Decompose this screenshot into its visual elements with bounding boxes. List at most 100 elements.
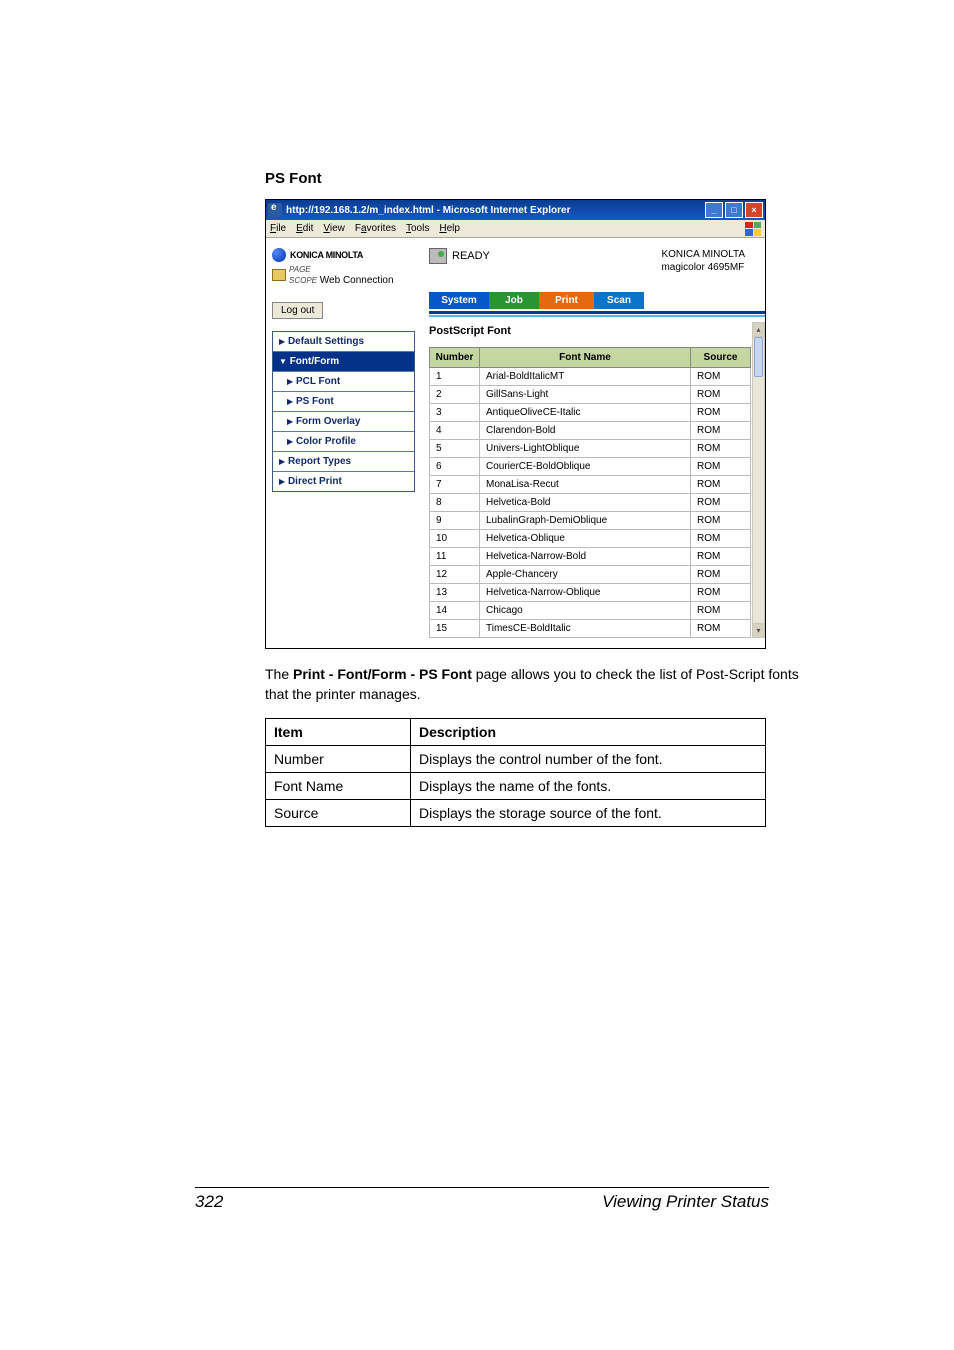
table-row: 4Clarendon-BoldROM — [430, 422, 751, 440]
page-number: 322 — [195, 1192, 223, 1212]
cell-source: ROM — [691, 548, 751, 566]
cell-source: ROM — [691, 494, 751, 512]
scroll-down-button[interactable]: ▾ — [753, 623, 764, 637]
close-button[interactable]: × — [745, 202, 763, 218]
cell-number: 9 — [430, 512, 480, 530]
footer-title: Viewing Printer Status — [602, 1192, 769, 1212]
table-row: Font NameDisplays the name of the fonts. — [266, 773, 766, 800]
minimize-button[interactable]: _ — [705, 202, 723, 218]
menu-edit[interactable]: Edit — [296, 223, 313, 234]
menu-view[interactable]: View — [323, 223, 345, 234]
sidebar-default-settings[interactable]: ▶ Default Settings — [273, 332, 414, 352]
menu-help[interactable]: Help — [439, 223, 460, 234]
cell-source: ROM — [691, 440, 751, 458]
font-table-title: PostScript Font — [429, 325, 751, 337]
windows-flag-icon — [745, 222, 761, 236]
tab-job[interactable]: Job — [489, 292, 539, 309]
pagescope-icon — [272, 269, 286, 281]
window-titlebar: http://192.168.1.2/m_index.html - Micros… — [266, 200, 765, 220]
model-info: KONICA MINOLTA magicolor 4695MF — [661, 248, 745, 274]
cell-fontname: Arial-BoldItalicMT — [480, 368, 691, 386]
cell-number: 7 — [430, 476, 480, 494]
cell-fontname: Chicago — [480, 602, 691, 620]
cell-desc: Displays the storage source of the font. — [411, 800, 766, 827]
th-fontname: Font Name — [480, 348, 691, 368]
cell-source: ROM — [691, 386, 751, 404]
printer-icon — [429, 248, 447, 264]
sidebar-form-overlay[interactable]: ▶ Form Overlay — [273, 412, 414, 432]
cell-number: 15 — [430, 620, 480, 638]
cell-fontname: AntiqueOliveCE-Italic — [480, 404, 691, 422]
sidebar-ps-font[interactable]: ▶ PS Font — [273, 392, 414, 412]
menu-file[interactable]: File — [270, 223, 286, 234]
scroll-up-button[interactable]: ▴ — [753, 323, 764, 337]
cell-source: ROM — [691, 368, 751, 386]
table-row: 15TimesCE-BoldItalicROM — [430, 620, 751, 638]
brand-name: KONICA MINOLTA — [290, 250, 363, 260]
table-row: 7MonaLisa-RecutROM — [430, 476, 751, 494]
screenshot-window: http://192.168.1.2/m_index.html - Micros… — [265, 199, 766, 649]
menu-tools[interactable]: Tools — [406, 223, 429, 234]
cell-number: 2 — [430, 386, 480, 404]
cell-source: ROM — [691, 602, 751, 620]
cell-source: ROM — [691, 584, 751, 602]
window-title: http://192.168.1.2/m_index.html - Micros… — [286, 205, 571, 216]
body-paragraph: The Print - Font/Form - PS Font page all… — [265, 665, 814, 704]
scrollbar[interactable]: ▴ ▾ — [752, 322, 765, 638]
cell-number: 5 — [430, 440, 480, 458]
table-row: 8Helvetica-BoldROM — [430, 494, 751, 512]
cell-number: 6 — [430, 458, 480, 476]
tab-print[interactable]: Print — [539, 292, 594, 309]
ie-icon — [268, 203, 282, 217]
cell-source: ROM — [691, 530, 751, 548]
tab-system[interactable]: System — [429, 292, 489, 309]
cell-number: 10 — [430, 530, 480, 548]
cell-item: Source — [266, 800, 411, 827]
sidebar-direct-print[interactable]: ▶ Direct Print — [273, 472, 414, 491]
cell-fontname: Apple-Chancery — [480, 566, 691, 584]
sidebar-pcl-font[interactable]: ▶ PCL Font — [273, 372, 414, 392]
maximize-button[interactable]: □ — [725, 202, 743, 218]
cell-fontname: Helvetica-Narrow-Bold — [480, 548, 691, 566]
cell-number: 12 — [430, 566, 480, 584]
cell-fontname: Helvetica-Bold — [480, 494, 691, 512]
font-table: Number Font Name Source 1Arial-BoldItali… — [429, 347, 751, 638]
section-heading: PS Font — [265, 170, 814, 187]
sidebar-font-form[interactable]: ▼ Font/Form — [273, 352, 414, 372]
table-row: 3AntiqueOliveCE-ItalicROM — [430, 404, 751, 422]
cell-fontname: MonaLisa-Recut — [480, 476, 691, 494]
desc-th-item: Item — [266, 719, 411, 746]
sidebar-color-profile[interactable]: ▶ Color Profile — [273, 432, 414, 452]
cell-desc: Displays the control number of the font. — [411, 746, 766, 773]
cell-number: 1 — [430, 368, 480, 386]
table-row: NumberDisplays the control number of the… — [266, 746, 766, 773]
cell-number: 4 — [430, 422, 480, 440]
table-row: 5Univers-LightObliqueROM — [430, 440, 751, 458]
cell-fontname: TimesCE-BoldItalic — [480, 620, 691, 638]
cell-number: 11 — [430, 548, 480, 566]
cell-fontname: GillSans-Light — [480, 386, 691, 404]
table-row: 12Apple-ChanceryROM — [430, 566, 751, 584]
scroll-thumb[interactable] — [754, 337, 763, 377]
logout-button[interactable]: Log out — [272, 302, 323, 319]
table-row: 11Helvetica-Narrow-BoldROM — [430, 548, 751, 566]
tab-scan[interactable]: Scan — [594, 292, 644, 309]
pagescope-small: PAGESCOPE — [289, 265, 317, 285]
table-row: 2GillSans-LightROM — [430, 386, 751, 404]
web-connection-label: Web Connection — [320, 275, 394, 286]
table-row: SourceDisplays the storage source of the… — [266, 800, 766, 827]
sidebar-report-types[interactable]: ▶ Report Types — [273, 452, 414, 472]
menu-favorites[interactable]: Favorites — [355, 223, 396, 234]
th-source: Source — [691, 348, 751, 368]
th-number: Number — [430, 348, 480, 368]
cell-fontname: LubalinGraph-DemiOblique — [480, 512, 691, 530]
desc-th-desc: Description — [411, 719, 766, 746]
cell-number: 13 — [430, 584, 480, 602]
cell-number: 14 — [430, 602, 480, 620]
right-panel: READY KONICA MINOLTA magicolor 4695MF Sy… — [421, 238, 765, 648]
cell-fontname: Univers-LightOblique — [480, 440, 691, 458]
cell-source: ROM — [691, 566, 751, 584]
table-row: 13Helvetica-Narrow-ObliqueROM — [430, 584, 751, 602]
ready-status: READY — [452, 250, 490, 262]
left-panel: KONICA MINOLTA PAGESCOPE Web Connection … — [266, 238, 421, 648]
